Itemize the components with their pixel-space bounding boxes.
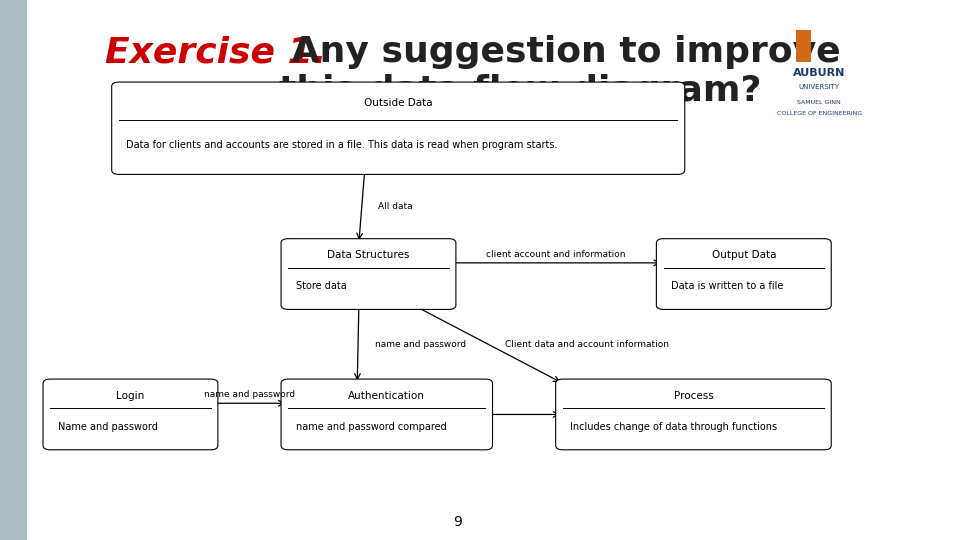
- Text: Store data: Store data: [296, 281, 347, 292]
- Text: client account and information: client account and information: [487, 249, 626, 259]
- FancyBboxPatch shape: [43, 379, 218, 450]
- Bar: [797, 30, 811, 62]
- Text: Data Structures: Data Structures: [327, 251, 410, 260]
- Text: name and password: name and password: [204, 390, 295, 399]
- Text: Process: Process: [674, 391, 713, 401]
- Text: name and password compared: name and password compared: [296, 422, 446, 432]
- Text: Name and password: Name and password: [58, 422, 157, 432]
- Text: Outside Data: Outside Data: [364, 98, 433, 108]
- Text: Exercise 1.: Exercise 1.: [106, 35, 326, 69]
- Text: Any suggestion to improve
this data flow diagram?: Any suggestion to improve this data flow…: [279, 35, 841, 109]
- Text: Authentication: Authentication: [348, 391, 425, 401]
- FancyBboxPatch shape: [281, 379, 492, 450]
- Text: Data for clients and accounts are stored in a file. This data is read when progr: Data for clients and accounts are stored…: [127, 140, 558, 150]
- Bar: [0, 0, 28, 540]
- Text: name and password: name and password: [374, 340, 466, 349]
- Text: Output Data: Output Data: [711, 251, 776, 260]
- FancyBboxPatch shape: [111, 82, 684, 174]
- FancyBboxPatch shape: [281, 239, 456, 309]
- Text: SAMUEL GINN: SAMUEL GINN: [798, 100, 841, 105]
- FancyBboxPatch shape: [657, 239, 831, 309]
- Text: All data: All data: [378, 202, 413, 211]
- Text: Login: Login: [116, 391, 145, 401]
- Text: Data is written to a file: Data is written to a file: [671, 281, 783, 292]
- Text: UNIVERSITY: UNIVERSITY: [799, 84, 840, 90]
- Text: 9: 9: [453, 515, 462, 529]
- Text: AUBURN: AUBURN: [793, 68, 846, 78]
- Text: Includes change of data through functions: Includes change of data through function…: [570, 422, 778, 432]
- Text: Client data and account information: Client data and account information: [505, 340, 669, 349]
- Text: COLLEGE OF ENGINEERING: COLLEGE OF ENGINEERING: [777, 111, 862, 116]
- FancyBboxPatch shape: [556, 379, 831, 450]
